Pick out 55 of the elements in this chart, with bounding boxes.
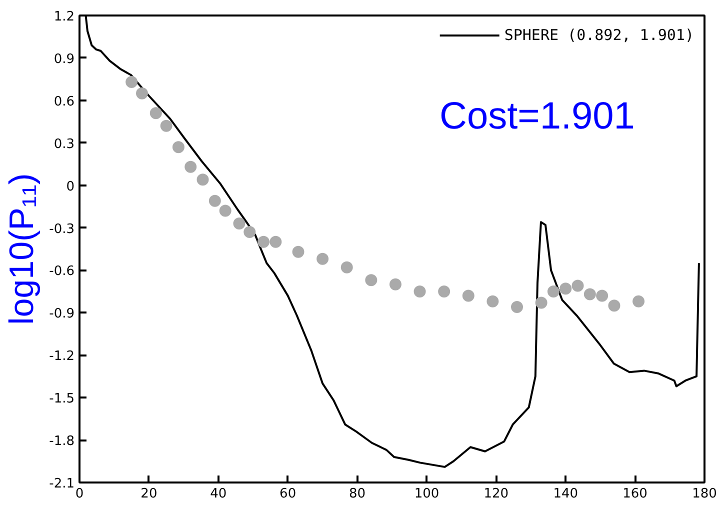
point xyxy=(438,285,450,298)
point xyxy=(486,295,499,308)
y-tick-label: 0.3 xyxy=(54,136,75,152)
point xyxy=(233,218,246,230)
point xyxy=(126,76,138,88)
point xyxy=(535,296,548,309)
point xyxy=(547,285,560,298)
point xyxy=(258,236,270,248)
y-tick-label: 1.2 xyxy=(54,10,75,24)
x-tick-label: 180 xyxy=(692,486,717,502)
x-tick-label: 60 xyxy=(280,486,296,502)
y-tick-label: 0.6 xyxy=(54,94,75,110)
x-tick-label: 120 xyxy=(484,486,509,502)
point xyxy=(365,274,378,286)
point xyxy=(340,261,353,274)
point xyxy=(196,174,209,186)
y-axis-title: log10(P₁₁) xyxy=(3,173,42,325)
point xyxy=(316,252,329,265)
x-tick-label: 100 xyxy=(414,486,440,502)
annotation: Cost=1.901 xyxy=(440,96,635,138)
point xyxy=(184,160,197,173)
point xyxy=(462,290,474,302)
legend-label: SPHERE (0.892, 1.901) xyxy=(504,26,694,44)
point xyxy=(270,236,282,248)
point xyxy=(172,141,184,154)
point xyxy=(292,246,304,258)
point xyxy=(150,107,162,120)
point xyxy=(160,120,172,132)
y-tick-label: -0.6 xyxy=(49,264,75,280)
point xyxy=(584,288,596,300)
y-tick-label: -2.1 xyxy=(49,476,75,492)
y-tick-label: -1.8 xyxy=(49,434,75,450)
point xyxy=(511,301,523,314)
x-tick-label: 40 xyxy=(210,486,227,502)
point xyxy=(608,300,620,312)
point xyxy=(208,194,221,207)
x-tick-label: 160 xyxy=(622,486,648,502)
point xyxy=(244,226,256,238)
point xyxy=(136,87,148,100)
y-tick-label: 0 xyxy=(66,179,75,194)
y-tick-label: -0.3 xyxy=(49,222,75,237)
x-tick-label: 140 xyxy=(553,486,578,502)
point xyxy=(389,278,402,290)
point xyxy=(632,295,645,308)
x-tick-label: 80 xyxy=(349,486,366,502)
x-tick-label: 20 xyxy=(140,486,158,502)
point xyxy=(560,282,572,295)
point xyxy=(572,280,584,292)
y-tick-label: -1.2 xyxy=(49,349,75,364)
y-tick-label: -1.5 xyxy=(49,392,75,407)
point xyxy=(219,204,232,217)
point xyxy=(414,285,426,298)
point xyxy=(596,290,608,302)
y-tick-label: 0.9 xyxy=(54,52,75,67)
y-tick-label: -0.9 xyxy=(49,306,75,322)
